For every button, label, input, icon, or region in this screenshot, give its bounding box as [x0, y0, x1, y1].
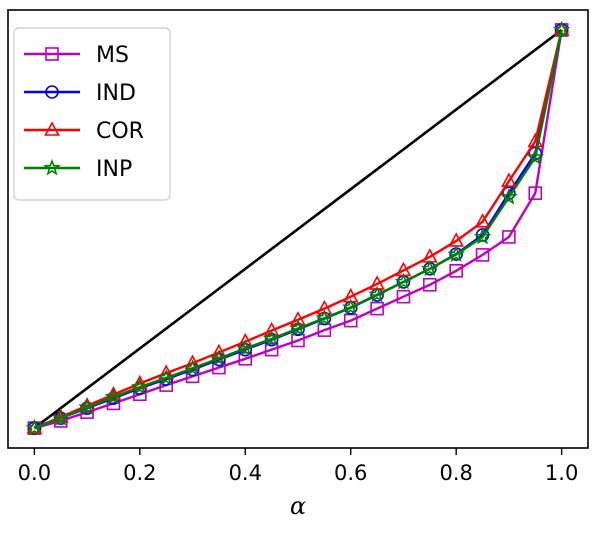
series-cor-point	[237, 333, 254, 348]
legend: MS IND COR INP	[13, 27, 171, 201]
legend-box	[13, 27, 171, 201]
x-tick-label: 0.0	[18, 461, 51, 485]
legend-item-ms: MS	[24, 43, 129, 68]
series-inp-point	[394, 272, 413, 290]
x-tick-label: 0.6	[334, 461, 367, 485]
legend-marker	[44, 121, 60, 136]
series-inp-point	[289, 319, 307, 337]
series-ms-point	[238, 352, 253, 366]
series-ms-point	[370, 301, 384, 316]
x-tick-label: 0.4	[229, 461, 262, 485]
series-ms-point	[528, 186, 543, 200]
legend-marker	[45, 47, 59, 61]
series-ms-point	[475, 248, 490, 262]
series-inp-point	[51, 408, 70, 426]
series-inp-point	[25, 418, 44, 436]
x-tick-label: 1.0	[545, 461, 578, 485]
series-inp-point	[131, 377, 149, 395]
legend-marker	[43, 158, 61, 176]
reference-line-layer	[33, 28, 563, 430]
series-inp-point	[473, 227, 492, 245]
legend-marker	[45, 85, 59, 99]
legend-label: INP	[96, 157, 132, 182]
series-inp-point	[210, 349, 228, 366]
x-tick-label: 0.2	[123, 461, 156, 485]
series-inp-point	[78, 398, 96, 415]
series-ms-point	[264, 342, 279, 357]
series-inp-point	[183, 359, 202, 376]
series-inp-line	[33, 29, 563, 430]
legend-item-cor: COR	[24, 119, 144, 144]
legend-item-inp: INP	[24, 157, 132, 182]
series-ms-point	[502, 230, 516, 244]
series-inp-point	[421, 259, 439, 277]
series-ms	[27, 23, 569, 435]
series-inp-point	[157, 368, 175, 386]
series-ms-point	[396, 289, 411, 304]
legend-label: COR	[96, 119, 144, 144]
x-axis: 0.0 0.2 0.4 0.6 0.8 1.0	[18, 448, 578, 485]
series-cor-point	[316, 299, 333, 315]
series-ms-point	[449, 264, 463, 278]
series-ms-line	[34, 29, 563, 430]
series-inp-point	[526, 148, 545, 165]
series-inp-point	[552, 20, 571, 38]
series-inp	[25, 20, 571, 436]
series-ms-point	[291, 333, 305, 348]
series-inp-point	[104, 387, 123, 405]
series-cor-point	[290, 311, 306, 326]
series-inp-point	[368, 285, 386, 303]
series-inp-point	[236, 339, 255, 356]
x-axis-label: α	[290, 492, 306, 520]
series-cor-point	[131, 374, 148, 390]
x-tick-label: 0.8	[439, 461, 472, 485]
series-cor-point	[474, 213, 491, 228]
series-inp-point	[262, 329, 281, 347]
series-inp-point	[500, 187, 518, 205]
reference-line	[33, 28, 563, 430]
series-inp-point	[447, 245, 465, 262]
legend-item-ind: IND	[24, 81, 136, 106]
legend-label: MS	[96, 43, 129, 68]
legend-label: IND	[96, 81, 136, 106]
series-layer	[25, 20, 571, 436]
plot-frame	[7, 9, 589, 449]
series-cor-point	[501, 172, 517, 188]
series-ms-point	[423, 277, 437, 292]
series-inp-point	[315, 308, 334, 326]
series-inp-point	[341, 298, 360, 315]
series-cor-point	[263, 321, 280, 337]
